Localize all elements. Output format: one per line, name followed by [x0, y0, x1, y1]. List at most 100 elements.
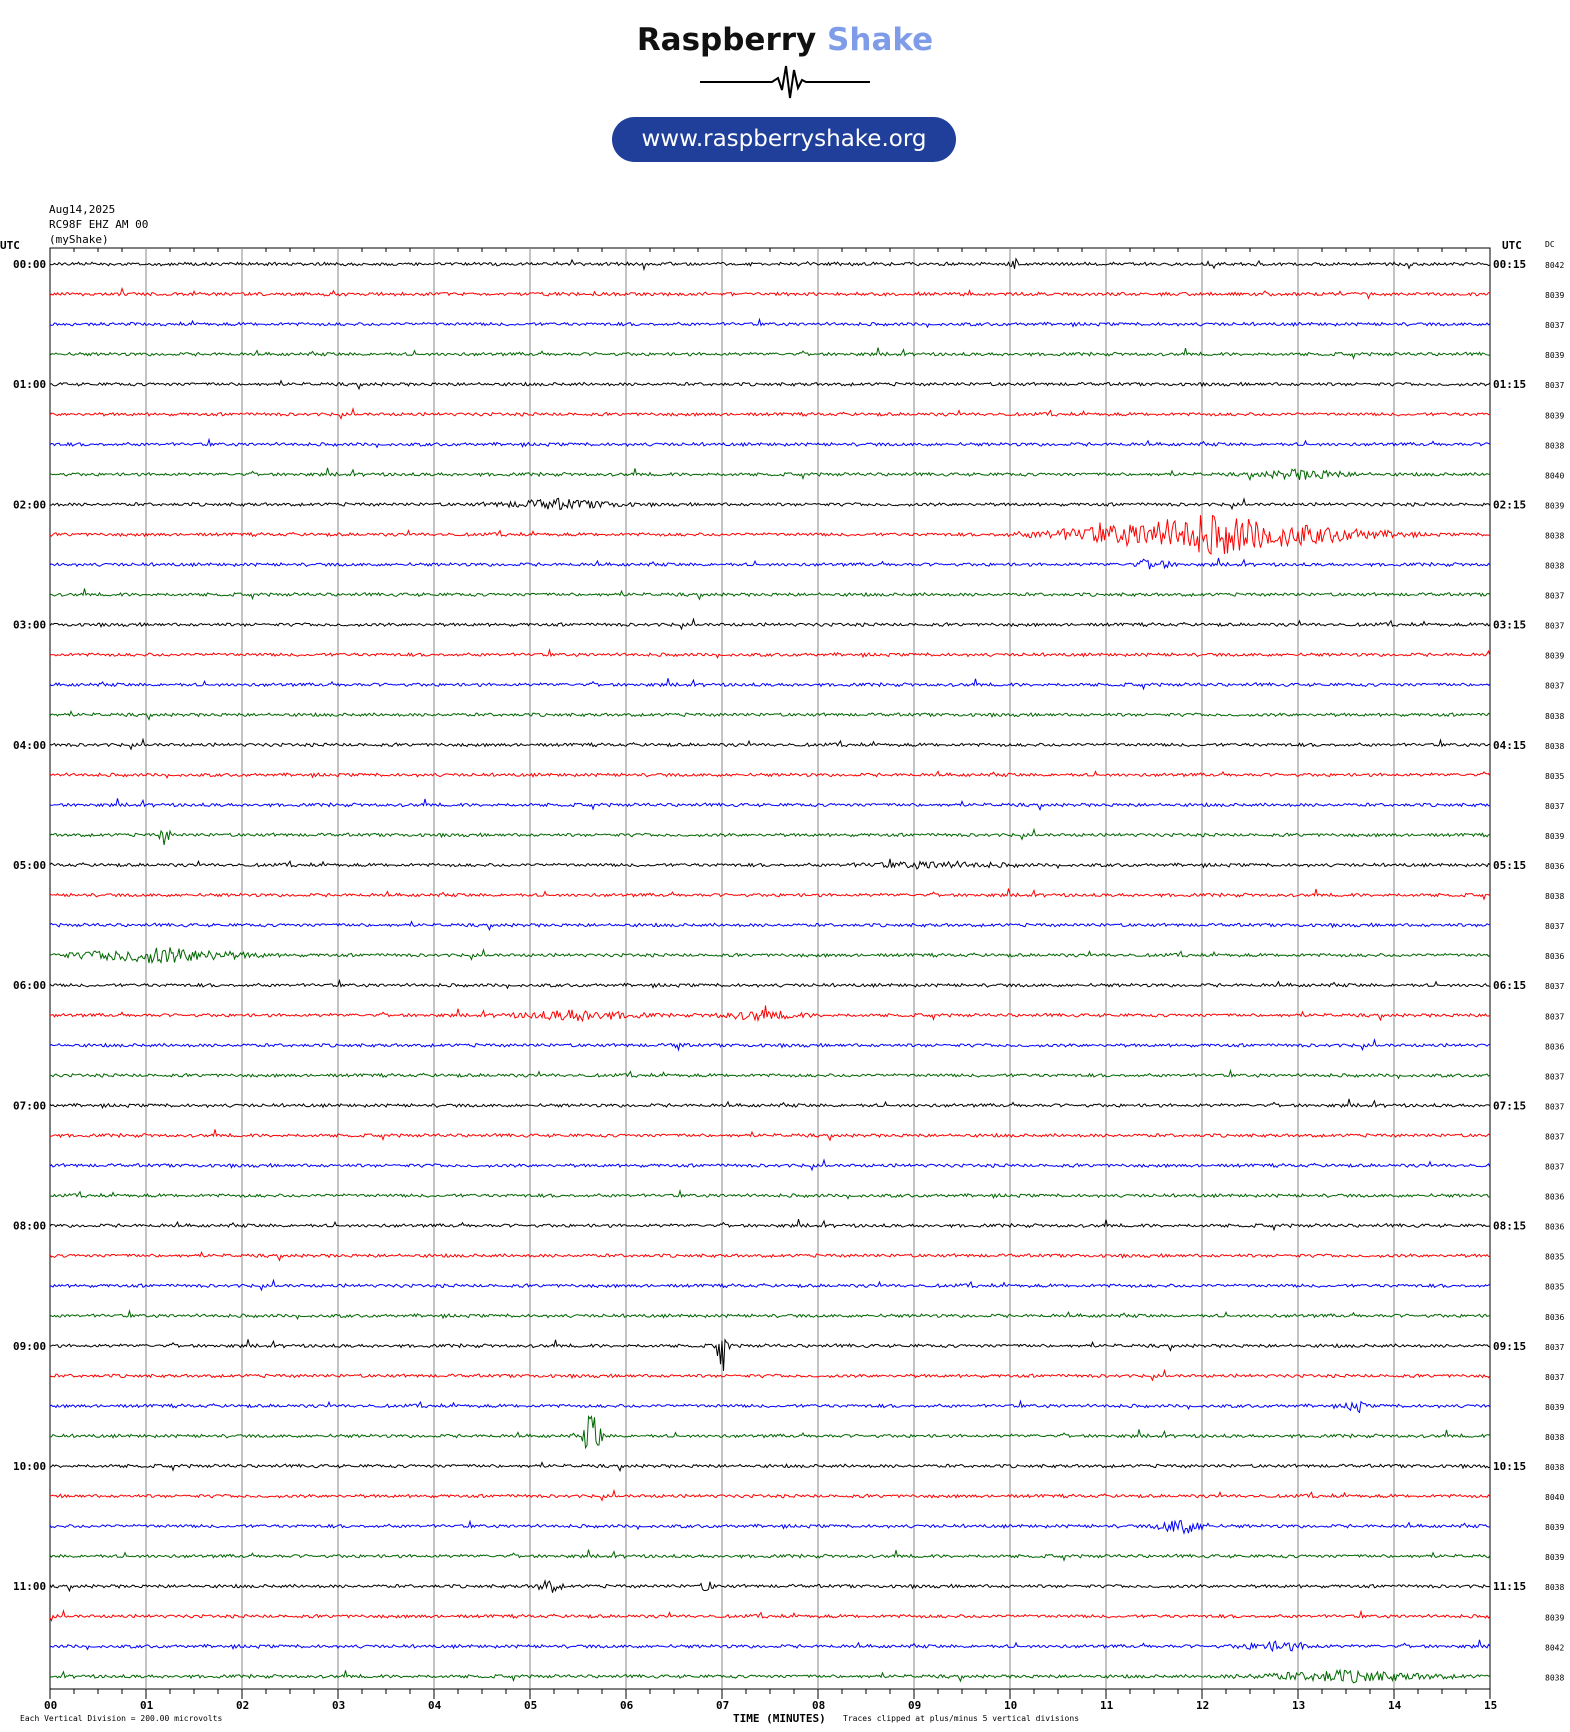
left-time-label: 01:00: [13, 378, 46, 391]
x-axis-label: TIME (MINUTES): [733, 1712, 826, 1725]
logo-header: Raspberry Shake www.raspberryshake.org: [0, 0, 1570, 175]
seismic-trace: [49, 467, 1491, 482]
dc-value: 8036: [1545, 1223, 1564, 1232]
dc-value: 8037: [1545, 1012, 1564, 1021]
right-time-label: 05:15: [1493, 859, 1526, 872]
seismic-trace: [49, 737, 1491, 751]
x-tick-label: 07: [716, 1699, 729, 1712]
seismic-trace: [49, 1399, 1491, 1414]
right-axis-label: UTC: [1502, 240, 1522, 252]
right-time-label: 04:15: [1493, 739, 1526, 752]
left-time-label: 09:00: [13, 1340, 46, 1353]
left-time-label: 00:00: [13, 258, 46, 271]
vertical-division-note: Each Vertical Division = 200.00 microvol…: [20, 1714, 222, 1723]
dc-value: 8035: [1545, 1253, 1564, 1262]
dc-value: 8039: [1545, 1403, 1564, 1412]
seismic-trace: [49, 798, 1490, 811]
right-time-label: 07:15: [1493, 1099, 1526, 1112]
dc-value: 8037: [1545, 1373, 1564, 1382]
dc-value: 8039: [1545, 1523, 1564, 1532]
right-time-label: 11:15: [1493, 1580, 1526, 1593]
seismic-trace: [49, 379, 1491, 391]
dc-value: 8038: [1545, 1463, 1564, 1472]
seismic-trace: [49, 1609, 1491, 1622]
seismic-trace: [49, 770, 1491, 780]
dc-value: 8040: [1545, 1493, 1564, 1502]
seismic-trace: [49, 1038, 1491, 1052]
seismic-trace: [49, 1579, 1491, 1593]
seismic-trace: [49, 1278, 1491, 1292]
website-link[interactable]: www.raspberryshake.org: [612, 117, 956, 162]
right-time-label: 01:15: [1493, 378, 1526, 391]
seismic-trace: [49, 1129, 1491, 1142]
seismic-trace: [49, 347, 1491, 360]
left-time-label: 08:00: [13, 1220, 46, 1233]
x-tick-label: 06: [620, 1699, 634, 1712]
dc-value: 8035: [1545, 772, 1564, 781]
plot-frame: [49, 247, 1491, 1690]
seismic-trace: [49, 888, 1491, 901]
seismic-trace: [49, 858, 1491, 870]
dc-value: 8037: [1545, 682, 1564, 691]
seismic-trace: [49, 1488, 1491, 1502]
dc-value: 8039: [1545, 1613, 1564, 1622]
seismic-trace: [49, 257, 1491, 272]
seismic-trace: [49, 709, 1491, 721]
x-tick-label: 10: [1004, 1699, 1017, 1712]
seismic-trace: [49, 407, 1491, 420]
record-date: Aug14,2025: [49, 203, 116, 216]
brand-main-text: Raspberry: [636, 22, 817, 58]
left-time-label: 03:00: [13, 619, 46, 632]
left-time-label: 02:00: [13, 498, 46, 511]
seismic-trace: [49, 1158, 1491, 1172]
seismic-wave-logo-icon: [700, 65, 870, 99]
dc-value: 8039: [1545, 291, 1564, 300]
clipping-note: Traces clipped at plus/minus 5 vertical …: [843, 1714, 1079, 1723]
dc-value: 8038: [1545, 712, 1564, 721]
seismic-trace: [49, 647, 1491, 659]
right-time-label: 03:15: [1493, 619, 1526, 632]
seismic-trace: [49, 1098, 1491, 1110]
dc-value: 8038: [1545, 441, 1564, 450]
seismic-trace: [49, 1068, 1491, 1080]
dc-value: 8035: [1545, 1283, 1564, 1292]
dc-value: 8039: [1545, 832, 1564, 841]
x-tick-label: 05: [524, 1699, 537, 1712]
dc-value: 8037: [1545, 1102, 1564, 1111]
x-tick-label: 12: [1196, 1699, 1209, 1712]
dc-value: 8037: [1545, 982, 1564, 991]
dc-value: 8037: [1545, 922, 1564, 931]
dc-value: 8037: [1545, 622, 1564, 631]
left-axis-label: UTC: [0, 240, 20, 252]
dc-value: 8042: [1545, 261, 1564, 270]
x-tick-label: 09: [908, 1699, 921, 1712]
dc-value: 8040: [1545, 471, 1564, 480]
seismic-trace: [49, 1188, 1491, 1200]
seismic-trace: [49, 1250, 1491, 1262]
brand-accent-text: Shake: [827, 22, 934, 58]
right-time-label: 02:15: [1493, 498, 1526, 511]
dc-value: 8037: [1545, 802, 1564, 811]
dc-value: 8038: [1545, 531, 1564, 540]
dc-value: 8039: [1545, 351, 1564, 360]
seismic-trace: [49, 1549, 1491, 1562]
dc-value: 8039: [1545, 411, 1564, 420]
left-time-label: 07:00: [13, 1099, 46, 1112]
dc-value: 8037: [1545, 1132, 1564, 1141]
seismic-trace: [49, 678, 1491, 691]
dc-value: 8036: [1545, 1042, 1564, 1051]
seismic-trace: [49, 588, 1491, 601]
x-tick-label: 15: [1484, 1699, 1497, 1712]
left-time-label: 04:00: [13, 739, 46, 752]
dc-value: 8038: [1545, 1583, 1564, 1592]
seismic-trace: [49, 920, 1491, 932]
seismic-trace: [49, 1005, 1491, 1023]
seismic-trace: [49, 514, 1491, 555]
x-tick-label: 02: [236, 1699, 249, 1712]
dc-value: 8036: [1545, 952, 1564, 961]
dc-value: 8038: [1545, 892, 1564, 901]
seismic-trace: [49, 1461, 1491, 1473]
dc-value: 8036: [1545, 1193, 1564, 1202]
x-tick-label: 08: [812, 1699, 825, 1712]
dc-value: 8036: [1545, 1313, 1564, 1322]
